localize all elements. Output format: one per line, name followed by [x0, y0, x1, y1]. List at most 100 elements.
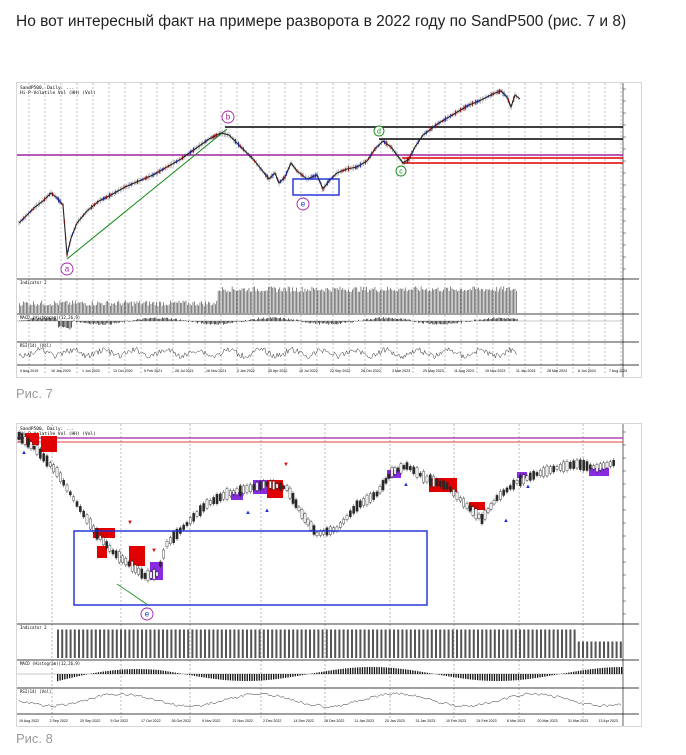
macd-bar — [388, 317, 389, 321]
volume-bar — [436, 288, 437, 313]
volume-bar — [540, 629, 542, 658]
volume-bar — [450, 286, 451, 313]
volume-bar — [257, 288, 258, 313]
macd-bar — [227, 674, 229, 681]
macd-bar — [249, 674, 251, 681]
x-axis-tick-label: 11 Jan 2024 — [516, 369, 536, 373]
candle — [602, 462, 605, 470]
volume-bar — [287, 286, 289, 313]
candle — [359, 500, 362, 508]
macd-bar — [428, 321, 430, 324]
volume-bar — [556, 629, 559, 658]
macd-bar — [490, 318, 492, 321]
macd-bar — [52, 318, 54, 321]
chart-header-line2: Hi-P-Volatile Vol (HH) (Vol) — [20, 431, 96, 437]
volume-bar — [143, 302, 145, 313]
candle — [140, 568, 144, 579]
macd-bar — [229, 321, 231, 324]
volume-bar — [299, 291, 300, 313]
wave-label-text: c — [399, 169, 403, 176]
candle — [255, 482, 259, 491]
macd-bar — [340, 668, 342, 674]
candle — [42, 453, 45, 462]
volume-bar — [437, 287, 439, 313]
volume-bar — [82, 301, 83, 313]
volume-bar — [373, 289, 374, 313]
macd-bar — [509, 318, 510, 321]
volume-bar — [128, 303, 129, 313]
macd-bar — [496, 674, 498, 681]
macd-bar — [268, 674, 270, 680]
macd-bar — [484, 674, 486, 681]
macd-bar — [474, 674, 476, 680]
macd-bar — [41, 319, 42, 321]
macd-bar — [63, 321, 64, 328]
candle — [455, 491, 459, 501]
macd-bar — [243, 321, 245, 322]
candle — [65, 484, 69, 492]
indicator-label: MACD (Histogram)(12,26,9) — [20, 315, 80, 320]
macd-bar — [601, 667, 604, 674]
macd-bar — [217, 674, 220, 680]
volume-bar — [183, 629, 185, 658]
volume-bar — [229, 291, 230, 313]
macd-bar — [453, 674, 455, 678]
macd-bar — [157, 669, 160, 674]
macd-bar — [483, 319, 484, 321]
macd-bar — [491, 674, 493, 681]
macd-bar — [233, 321, 235, 323]
macd-bar — [505, 674, 508, 681]
candle — [92, 525, 95, 533]
volume-bar — [157, 629, 160, 658]
candle — [219, 493, 222, 502]
macd-bar — [124, 321, 125, 323]
volume-bar — [509, 287, 510, 313]
volume-bar — [241, 629, 244, 658]
candle — [369, 493, 372, 503]
macd-bar — [599, 668, 601, 674]
macd-bar — [217, 321, 219, 325]
macd-bar — [474, 319, 475, 321]
volume-bar — [145, 629, 148, 658]
volume-bar — [582, 641, 584, 658]
volume-bar — [419, 291, 421, 313]
macd-bar — [376, 667, 378, 674]
macd-bar — [143, 318, 145, 321]
macd-bar — [124, 669, 126, 674]
macd-bar — [97, 672, 100, 674]
macd-bar — [99, 321, 101, 325]
candle — [432, 475, 435, 487]
candle — [502, 489, 505, 496]
macd-bar — [76, 321, 77, 323]
macd-bar — [292, 319, 293, 321]
candle — [474, 508, 478, 520]
macd-bar — [61, 674, 64, 680]
volume-bar — [374, 287, 376, 313]
candle — [555, 466, 559, 470]
figure-8-svg: SandP500, Daily: ... Hi-P-Volatile Vol (… — [17, 424, 639, 726]
macd-bar — [424, 672, 426, 674]
macd-bar — [465, 674, 467, 679]
macd-bar — [316, 321, 318, 324]
volume-bar — [266, 290, 268, 313]
x-axis-tick-label: 25 May 2023 — [423, 369, 444, 373]
candle — [215, 494, 219, 504]
volume-bar — [41, 300, 43, 313]
candle — [75, 501, 79, 507]
macd-bar — [407, 669, 409, 674]
macd-bar — [172, 319, 174, 321]
volume-bar — [336, 288, 338, 313]
macd-bar — [54, 318, 55, 321]
macd-bar — [498, 674, 500, 681]
volume-bar — [409, 629, 412, 658]
candle — [118, 551, 121, 563]
volume-bar — [481, 629, 484, 658]
volume-bar — [166, 304, 167, 313]
macd-bar — [506, 318, 508, 321]
volume-bar — [349, 291, 351, 313]
macd-bar — [270, 674, 272, 680]
volume-bar — [455, 289, 457, 313]
macd-bar — [388, 667, 390, 674]
candle — [522, 474, 525, 485]
volume-bar — [343, 289, 345, 313]
